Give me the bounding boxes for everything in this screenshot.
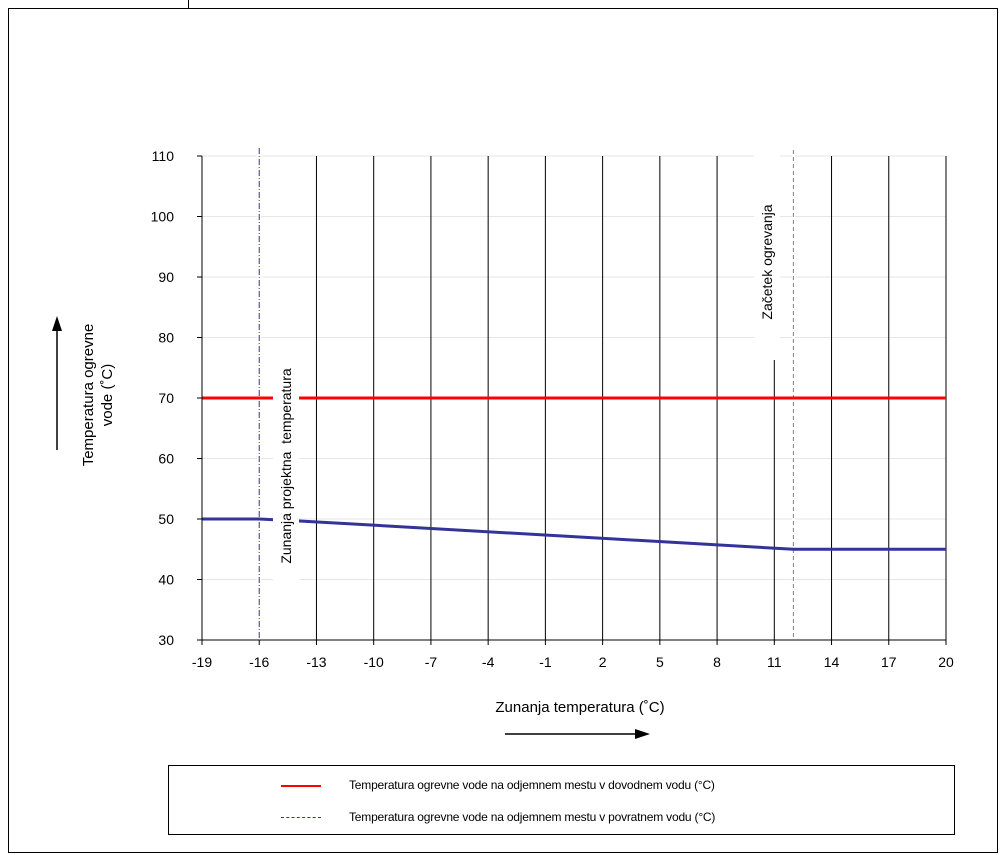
y-axis-title-line1: Temperatura ogrevne: [80, 324, 97, 467]
y-tick-label: 90: [158, 269, 174, 285]
x-tick-label: -13: [306, 654, 326, 670]
legend-entry-supply: Temperatura ogrevne vode na odjemnem mes…: [169, 776, 954, 796]
chart-frame: [8, 8, 998, 853]
x-tick-label: 14: [824, 654, 840, 670]
label-background: [754, 150, 780, 360]
y-axis-arrow-head: [52, 316, 62, 331]
x-tick-label: -4: [482, 654, 495, 670]
label-background: [273, 340, 299, 592]
legend-label-return: Temperatura ogrevne vode na odjemnem mes…: [349, 810, 716, 824]
legend-entry-return: Temperatura ogrevne vode na odjemnem mes…: [169, 808, 954, 828]
x-tick-label: 8: [713, 654, 721, 670]
x-tick-label: 20: [938, 654, 954, 670]
y-tick-label: 110: [152, 148, 175, 164]
y-tick-label: 100: [151, 209, 175, 225]
y-tick-label: 30: [158, 632, 174, 648]
x-tick-label: -19: [192, 654, 212, 670]
reference-label-design-temp: Zunanja projektna temperatura: [278, 368, 294, 564]
legend-label-supply: Temperatura ogrevne vode na odjemnem mes…: [349, 778, 715, 792]
x-axis-arrow-head: [635, 729, 650, 739]
x-tick-label: -7: [425, 654, 438, 670]
legend-swatch-supply: [281, 785, 321, 787]
x-tick-label: -16: [249, 654, 269, 670]
reference-label-heating-start: Začetek ogrevanja: [759, 204, 775, 319]
x-tick-label: -10: [364, 654, 384, 670]
series-line-return: [202, 517, 946, 551]
y-tick-label: 60: [158, 451, 174, 467]
chart-legend: Temperatura ogrevne vode na odjemnem mes…: [168, 765, 955, 835]
y-axis-title-line2: vode (˚C): [99, 364, 116, 427]
x-tick-label: 2: [599, 654, 607, 670]
x-tick-label: 5: [656, 654, 664, 670]
y-tick-label: 40: [158, 572, 174, 588]
y-tick-label: 70: [158, 390, 174, 406]
frame-top-tick: [188, 0, 189, 8]
x-tick-label: 11: [767, 654, 782, 670]
y-tick-label: 80: [158, 330, 174, 346]
x-tick-label: -1: [539, 654, 552, 670]
x-axis-title: Zunanja temperatura (˚C): [495, 699, 664, 716]
x-tick-label: 17: [881, 654, 897, 670]
y-tick-label: 50: [158, 511, 174, 527]
legend-swatch-return: [281, 817, 321, 818]
